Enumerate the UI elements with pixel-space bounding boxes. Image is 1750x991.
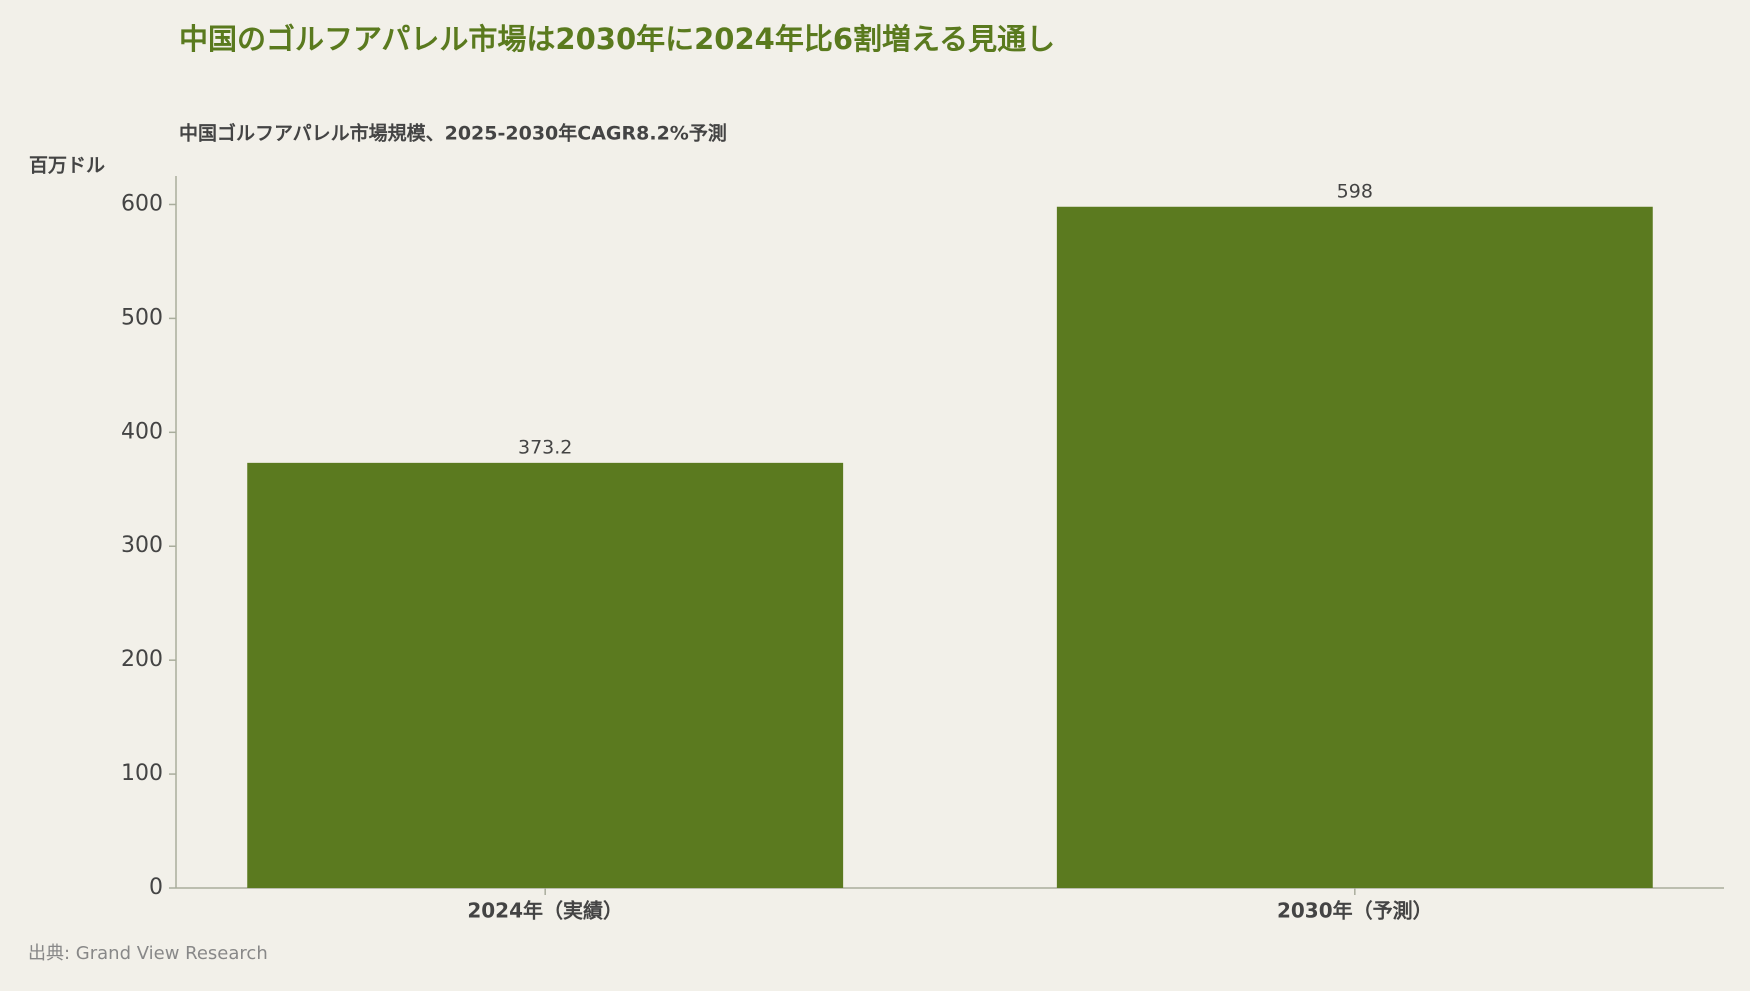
value-label: 598 [1337,180,1373,202]
bar [247,462,844,888]
x-tick-label: 2030年（予測） [1277,899,1433,923]
y-tick-label: 400 [121,419,163,444]
value-label: 373.2 [518,436,572,458]
y-tick-label: 300 [121,533,163,558]
bar [1056,206,1653,888]
y-tick-label: 100 [121,761,163,786]
chart-subtitle: 中国ゴルフアパレル市場規模、2025-2030年CAGR8.2%予測 [179,122,727,145]
y-tick-label: 200 [121,647,163,672]
y-tick-label: 0 [149,875,163,900]
y-axis-label: 百万ドル [29,155,105,177]
y-tick-label: 500 [121,305,163,330]
y-tick-label: 600 [121,191,163,216]
source-note: 出典: Grand View Research [28,943,268,964]
chart-title: 中国のゴルフアパレル市場は2030年に2024年比6割増える見通し [179,22,1055,56]
x-tick-label: 2024年（実績） [467,899,623,923]
